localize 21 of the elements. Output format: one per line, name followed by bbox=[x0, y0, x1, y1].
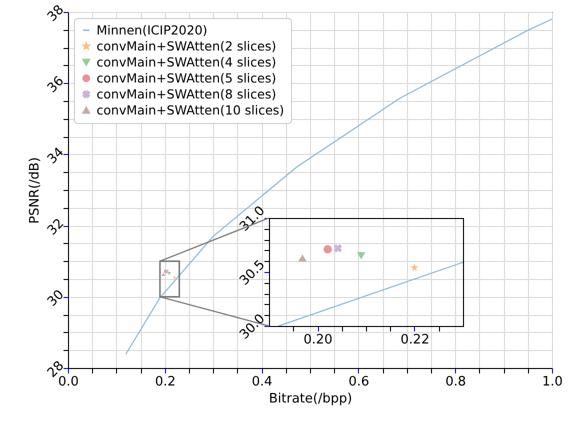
y-tick-label: 38 bbox=[44, 2, 68, 25]
legend-label: Minnen(ICIP2020) bbox=[96, 22, 208, 38]
legend-label: convMain+SWAtten(2 slices) bbox=[96, 38, 276, 54]
legend-label: convMain+SWAtten(5 slices) bbox=[96, 70, 276, 86]
x-axis-title: Bitrate(/bpp) bbox=[268, 392, 352, 406]
y-axis-title: PSNR(/dB) bbox=[28, 157, 43, 224]
y-tick-label: 36 bbox=[44, 74, 68, 96]
x-tick-label: 0.22 bbox=[400, 332, 430, 348]
x-tick-label: 0.4 bbox=[252, 374, 272, 390]
x-tick-label: 1.0 bbox=[542, 374, 563, 390]
x-tick-label: 0.20 bbox=[304, 332, 332, 348]
y-tick-label: 32 bbox=[44, 216, 68, 238]
legend-label: convMain+SWAtten(4 slices) bbox=[96, 54, 276, 70]
y-tick-label: 34 bbox=[44, 144, 68, 168]
x-tick-label: 0.8 bbox=[445, 374, 466, 390]
x-tick-label: 0.6 bbox=[348, 374, 370, 390]
y-tick-label: 30 bbox=[44, 287, 68, 310]
legend-label: convMain+SWAtten(10 slices) bbox=[96, 102, 284, 118]
x-tick-label: 0.0 bbox=[58, 374, 79, 390]
legend-label: convMain+SWAtten(8 slices) bbox=[96, 86, 276, 102]
x-tick-label: 0.2 bbox=[154, 374, 176, 390]
